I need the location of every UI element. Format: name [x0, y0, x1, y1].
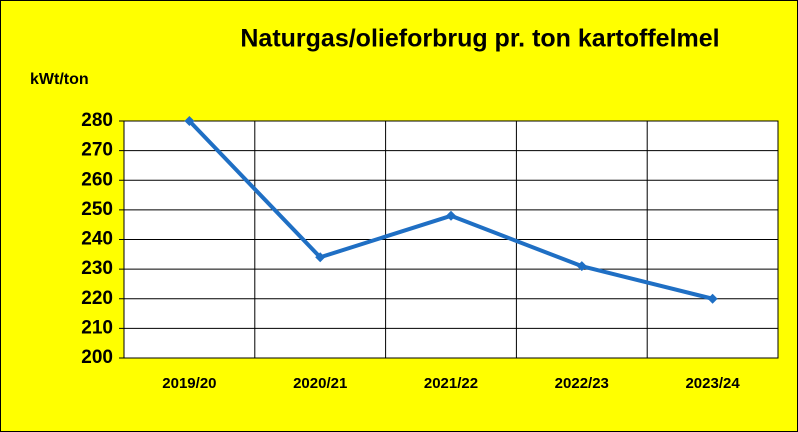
data-point	[446, 210, 456, 221]
y-tick-label: 270	[81, 140, 113, 161]
y-tick-label: 240	[81, 229, 113, 250]
x-tick-label: 2019/20	[162, 375, 216, 392]
y-tick-label: 200	[81, 347, 113, 368]
y-tick-label: 230	[81, 258, 113, 279]
y-tick-label: 220	[81, 288, 113, 309]
chart-title: Naturgas/olieforbrug pr. ton kartoffelme…	[240, 25, 719, 53]
x-tick-label: 2021/22	[424, 375, 478, 392]
x-tick-label: 2020/21	[293, 375, 347, 392]
data-point	[576, 261, 587, 272]
y-tick-label: 280	[81, 110, 113, 131]
y-axis-label: kWt/ton	[30, 71, 89, 88]
data-point	[184, 116, 195, 126]
y-tick-label: 260	[81, 169, 113, 190]
y-tick-label: 250	[81, 199, 113, 220]
y-tick-label: 210	[81, 317, 113, 338]
x-tick-label: 2023/24	[685, 375, 740, 392]
data-point	[707, 293, 718, 304]
data-point	[315, 252, 326, 263]
x-tick-label: 2022/23	[555, 375, 609, 392]
